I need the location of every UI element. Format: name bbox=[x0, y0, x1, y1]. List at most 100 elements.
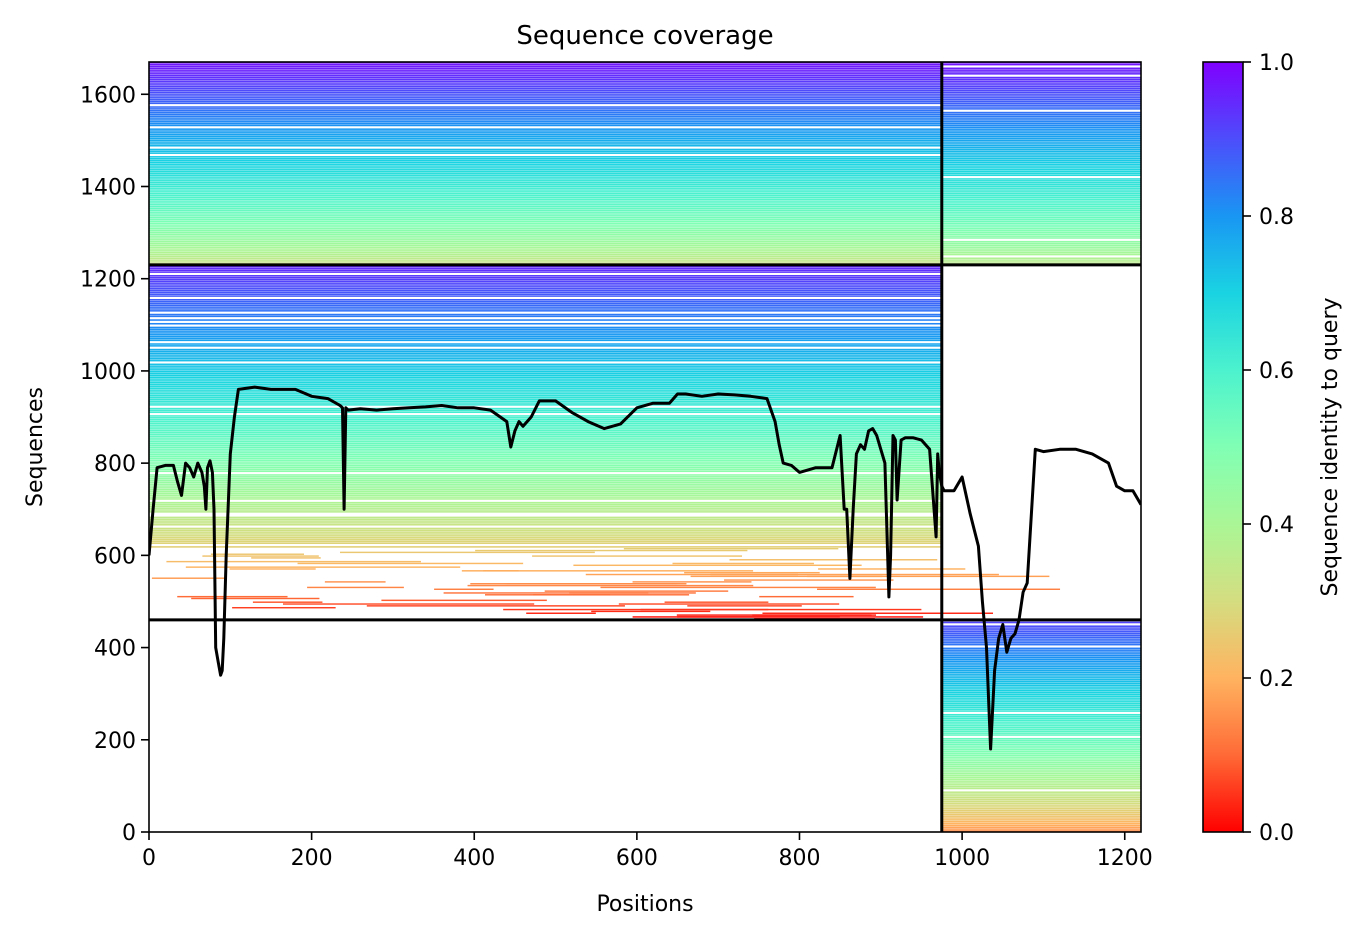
coverage-stripe bbox=[684, 571, 820, 574]
coverage-stripe bbox=[149, 287, 942, 290]
coverage-stripe bbox=[149, 477, 942, 480]
coverage-stripe bbox=[149, 176, 942, 178]
coverage-stripe bbox=[149, 189, 942, 191]
coverage-stripe bbox=[149, 191, 942, 193]
coverage-stripe bbox=[149, 313, 942, 316]
coverage-line bbox=[149, 385, 1141, 751]
coverage-stripe bbox=[941, 632, 1141, 635]
coverage-stripe bbox=[941, 671, 1141, 674]
colorbar-tick-label: 0.2 bbox=[1259, 667, 1294, 692]
coverage-stripe bbox=[941, 804, 1141, 806]
coverage-stripe bbox=[149, 509, 942, 511]
coverage-stripe bbox=[149, 251, 942, 254]
coverage-stripe bbox=[941, 675, 1141, 677]
coverage-stripe bbox=[149, 391, 942, 393]
coverage-stripe bbox=[690, 575, 883, 578]
coverage-stripe bbox=[149, 93, 942, 95]
coverage-stripe bbox=[664, 601, 769, 603]
coverage-stripe bbox=[149, 178, 942, 180]
coverage-stripe bbox=[149, 522, 942, 524]
coverage-stripe bbox=[149, 275, 942, 277]
coverage-stripe bbox=[941, 713, 1141, 716]
coverage-stripe bbox=[941, 73, 1141, 75]
x-tick-label: 800 bbox=[778, 846, 820, 871]
coverage-stripe bbox=[729, 559, 938, 561]
y-axis-label: Sequences bbox=[23, 387, 48, 507]
coverage-stripe bbox=[672, 562, 814, 565]
coverage-stripe bbox=[149, 538, 942, 541]
coverage-stripe bbox=[151, 577, 226, 579]
coverage-stripe bbox=[177, 595, 288, 598]
coverage-stripe bbox=[149, 407, 942, 410]
coverage-stripe bbox=[149, 122, 942, 125]
coverage-stripe bbox=[941, 181, 1141, 184]
coverage-stripe bbox=[941, 229, 1141, 232]
coverage-stripe bbox=[941, 185, 1141, 188]
coverage-stripe bbox=[149, 450, 942, 452]
coverage-stripe bbox=[941, 638, 1141, 640]
coverage-stripe bbox=[149, 393, 942, 395]
coverage-stripe bbox=[941, 693, 1141, 696]
coverage-stripe bbox=[941, 253, 1141, 256]
coverage-stripe bbox=[941, 691, 1141, 694]
coverage-stripe bbox=[149, 455, 942, 458]
coverage-stripe bbox=[149, 132, 942, 134]
coverage-stripe bbox=[149, 319, 942, 321]
coverage-stripe bbox=[941, 761, 1141, 764]
coverage-stripe bbox=[941, 102, 1141, 105]
coverage-stripe bbox=[941, 640, 1141, 642]
coverage-stripe bbox=[941, 148, 1141, 151]
coverage-stripe bbox=[149, 439, 942, 441]
coverage-stripe bbox=[149, 269, 942, 272]
coverage-stripe bbox=[149, 71, 942, 73]
coverage-stripe bbox=[202, 555, 319, 557]
coverage-stripe bbox=[941, 791, 1141, 793]
coverage-stripe bbox=[149, 308, 942, 310]
coverage-stripe bbox=[941, 124, 1141, 127]
coverage-stripe bbox=[483, 570, 754, 572]
coverage-stripe bbox=[149, 102, 942, 105]
coverage-stripe bbox=[941, 734, 1141, 736]
coverage-stripe bbox=[149, 476, 942, 478]
coverage-stripe bbox=[941, 798, 1141, 801]
coverage-stripe bbox=[149, 496, 942, 498]
coverage-stripe bbox=[149, 95, 942, 97]
coverage-stripe bbox=[941, 97, 1141, 99]
coverage-stripe bbox=[941, 87, 1141, 90]
coverage-stripe bbox=[149, 222, 942, 224]
coverage-stripe bbox=[149, 250, 942, 252]
coverage-stripe bbox=[149, 282, 942, 284]
coverage-stripe bbox=[149, 253, 942, 256]
coverage-stripe bbox=[941, 643, 1141, 646]
coverage-stripe bbox=[149, 422, 942, 425]
coverage-stripe bbox=[149, 535, 942, 537]
coverage-stripe bbox=[443, 592, 649, 594]
coverage-stripe bbox=[149, 354, 942, 356]
coverage-stripe bbox=[149, 139, 942, 142]
coverage-stripe bbox=[185, 566, 461, 568]
coverage-stripe bbox=[941, 760, 1141, 762]
coverage-stripe bbox=[229, 568, 316, 570]
coverage-stripe bbox=[941, 774, 1141, 777]
coverage-stripe bbox=[149, 224, 942, 226]
coverage-stripe bbox=[941, 209, 1141, 212]
coverage-stripe bbox=[149, 442, 942, 445]
coverage-stripe bbox=[149, 215, 942, 217]
coverage-stripe bbox=[941, 743, 1141, 746]
coverage-stripe bbox=[941, 745, 1141, 747]
coverage-stripe bbox=[149, 196, 942, 199]
coverage-stripe bbox=[941, 226, 1141, 228]
coverage-stripe bbox=[941, 84, 1141, 86]
coverage-stripe bbox=[941, 778, 1141, 781]
coverage-stripe bbox=[149, 97, 942, 99]
coverage-stripe bbox=[941, 115, 1141, 118]
coverage-stripe bbox=[941, 174, 1141, 177]
coverage-stripe bbox=[149, 435, 942, 438]
y-axis-ticks: 0 200 400 600 800 1000 1200 1400 1600 bbox=[80, 83, 149, 846]
coverage-stripe bbox=[941, 250, 1141, 252]
y-tick-label: 1400 bbox=[80, 175, 136, 200]
coverage-stripe bbox=[941, 132, 1141, 134]
coverage-stripe bbox=[941, 154, 1141, 156]
coverage-stripe bbox=[941, 830, 1141, 832]
coverage-stripe bbox=[941, 69, 1141, 71]
